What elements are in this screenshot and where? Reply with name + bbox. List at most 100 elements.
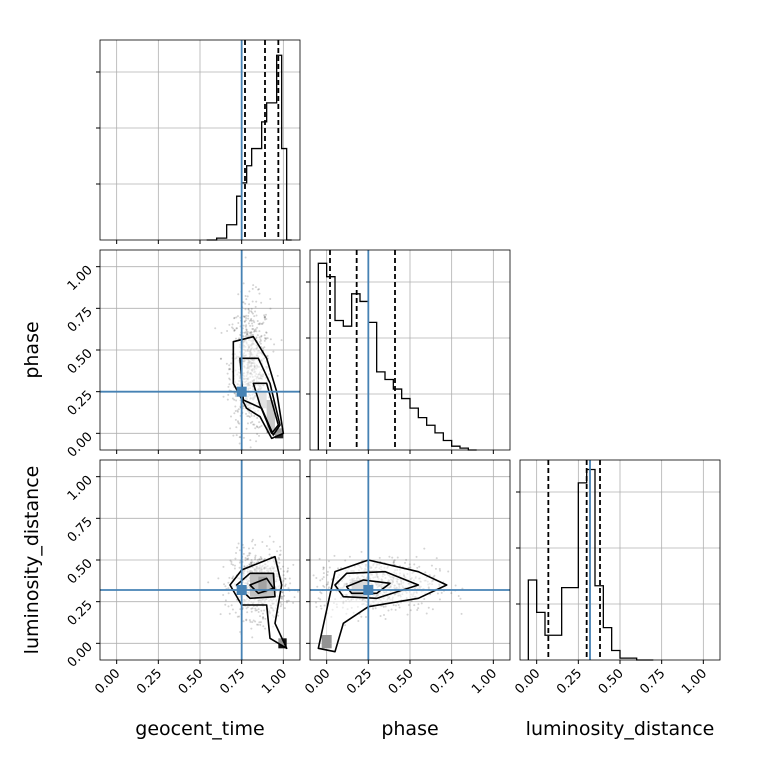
scatter-point <box>245 333 248 336</box>
scatter-point <box>231 577 234 580</box>
scatter-point <box>232 434 235 437</box>
scatter-point <box>454 584 457 587</box>
scatter-point <box>233 329 236 332</box>
scatter-point <box>279 601 282 604</box>
scatter-point <box>245 607 248 610</box>
scatter-point <box>433 574 436 577</box>
scatter-point <box>230 563 233 566</box>
scatter-point <box>249 331 252 334</box>
scatter-point <box>250 307 253 310</box>
scatter-point <box>250 310 253 313</box>
scatter-point <box>268 535 271 538</box>
scatter-point <box>238 549 241 552</box>
scatter-point <box>279 549 282 552</box>
scatter-point <box>438 568 441 571</box>
scatter-point <box>253 329 256 332</box>
scatter-point <box>382 605 385 608</box>
scatter-point <box>230 604 233 607</box>
scatter-point <box>259 615 262 618</box>
scatter-point <box>279 605 282 608</box>
scatter-point <box>430 564 433 567</box>
scatter-point <box>258 421 261 424</box>
scatter-point <box>219 357 222 360</box>
scatter-point <box>390 608 393 611</box>
scatter-point <box>257 610 260 613</box>
scatter-point <box>272 350 275 353</box>
scatter-point <box>254 286 257 289</box>
scatter-point <box>392 604 395 607</box>
scatter-point <box>431 608 434 611</box>
scatter-point <box>360 615 363 618</box>
scatter-point <box>256 417 259 420</box>
scatter-point <box>251 322 254 325</box>
scatter-point <box>242 546 245 549</box>
scatter-point <box>314 601 317 604</box>
scatter-point <box>420 602 423 605</box>
scatter-point <box>256 623 259 626</box>
scatter-point <box>256 334 259 337</box>
scatter-point <box>247 308 250 311</box>
scatter-point <box>233 564 236 567</box>
scatter-point <box>258 323 261 326</box>
scatter-point <box>423 547 426 550</box>
scatter-point <box>416 566 419 569</box>
scatter-point <box>326 570 329 573</box>
scatter-point <box>394 608 397 611</box>
scatter-point <box>263 346 266 349</box>
scatter-point <box>244 557 247 560</box>
scatter-point <box>323 586 326 589</box>
scatter-point <box>279 545 282 548</box>
scatter-point <box>250 561 253 564</box>
scatter-point <box>397 604 400 607</box>
scatter-point <box>251 324 254 327</box>
scatter-point <box>262 617 265 620</box>
scatter-point <box>246 332 249 335</box>
scatter-point <box>258 558 261 561</box>
scatter-point <box>242 405 245 408</box>
scatter-point <box>260 301 263 304</box>
scatter-point <box>261 541 264 544</box>
scatter-point <box>255 336 258 339</box>
scatter-point <box>246 295 249 298</box>
scatter-point <box>231 397 234 400</box>
scatter-point <box>254 543 257 546</box>
scatter-point <box>251 287 254 290</box>
scatter-point <box>266 337 269 340</box>
scatter-point <box>227 587 230 590</box>
truth-marker <box>363 585 374 595</box>
scatter-point <box>261 612 264 615</box>
scatter-point <box>284 583 287 586</box>
scatter-point <box>262 625 265 628</box>
scatter-point <box>268 548 271 551</box>
scatter-point <box>256 426 259 429</box>
scatter-point <box>245 314 248 317</box>
scatter-point <box>258 340 261 343</box>
scatter-point <box>238 422 241 425</box>
scatter-point <box>242 282 245 285</box>
scatter-point <box>259 338 262 341</box>
scatter-point <box>255 609 258 612</box>
scatter-point <box>264 316 267 319</box>
scatter-point <box>230 560 233 563</box>
scatter-point <box>372 607 375 610</box>
scatter-point <box>243 315 246 318</box>
scatter-point <box>438 598 441 601</box>
scatter-point <box>252 333 255 336</box>
scatter-point <box>259 555 262 558</box>
x-axis-label: luminosity_distance <box>526 718 715 740</box>
scatter-point <box>235 426 238 429</box>
scatter-point <box>415 555 418 558</box>
y-axis-label: luminosity_distance <box>21 466 43 655</box>
scatter-point <box>278 558 281 561</box>
scatter-point <box>264 315 267 318</box>
scatter-point <box>247 314 250 317</box>
scatter-point <box>252 619 255 622</box>
scatter-point <box>407 603 410 606</box>
scatter-point <box>251 547 254 550</box>
scatter-point <box>259 339 262 342</box>
scatter-point <box>321 577 324 580</box>
scatter-point <box>236 315 239 318</box>
scatter-point <box>252 327 255 330</box>
scatter-point <box>247 547 250 550</box>
